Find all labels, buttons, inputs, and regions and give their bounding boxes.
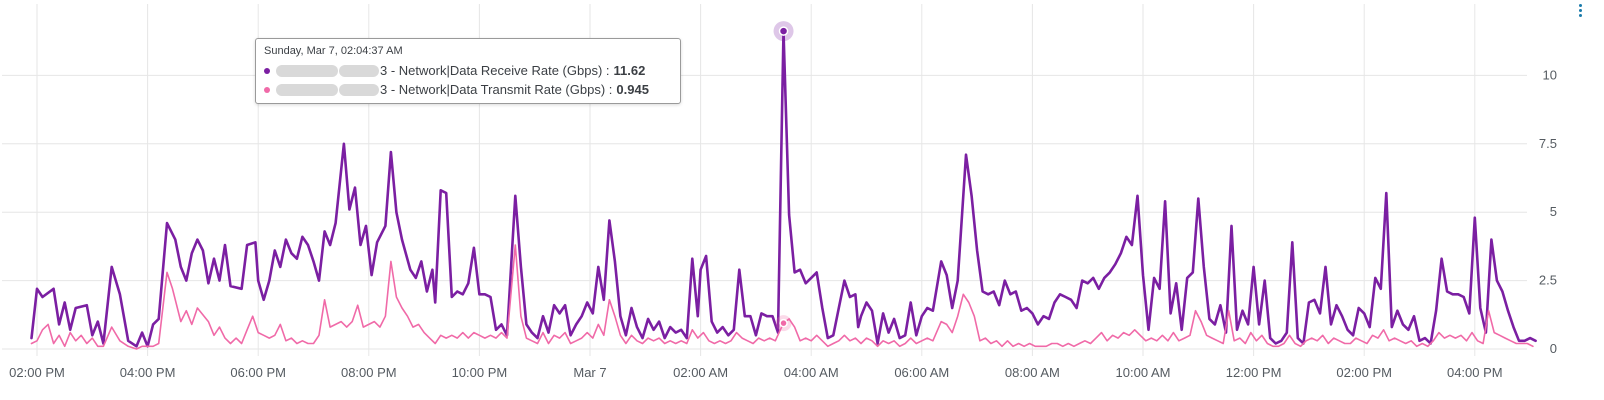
tooltip-date: Sunday, Mar 7, 02:04:37 AM bbox=[264, 45, 403, 57]
x-tick-label: 04:00 PM bbox=[120, 365, 176, 380]
x-tick-label: 12:00 PM bbox=[1226, 365, 1282, 380]
kebab-menu-icon[interactable] bbox=[1573, 2, 1587, 24]
series-layer bbox=[30, 29, 1537, 350]
redacted-hostname bbox=[339, 64, 379, 77]
y-tick-label: 2.5 bbox=[1539, 273, 1557, 288]
x-tick-label: 02:00 AM bbox=[673, 365, 728, 380]
y-tick-label: 7.5 bbox=[1539, 136, 1557, 151]
y-tick-label: 10 bbox=[1543, 67, 1557, 82]
series-line-receive bbox=[30, 29, 1537, 348]
x-tick-label: 06:00 AM bbox=[894, 365, 949, 380]
redacted-hostname bbox=[276, 83, 338, 96]
x-tick-label: 04:00 PM bbox=[1447, 365, 1503, 380]
hover-point-receive bbox=[778, 26, 789, 36]
x-tick-label: 08:00 AM bbox=[1005, 365, 1060, 380]
x-tick-label: 02:00 PM bbox=[1336, 365, 1392, 380]
highlight-layer bbox=[773, 21, 794, 332]
y-axis-ticks: 0 2.5 5 7.5 10 bbox=[1539, 67, 1557, 356]
x-tick-label: 02:00 PM bbox=[9, 365, 65, 380]
x-tick-label: 10:00 AM bbox=[1116, 365, 1171, 380]
x-tick-label: Mar 7 bbox=[573, 365, 606, 380]
tooltip-receive-label: 3 - Network|Data Receive Rate (Gbps) : bbox=[380, 63, 610, 78]
x-tick-label: 10:00 PM bbox=[452, 365, 508, 380]
tooltip-transmit-value: 0.945 bbox=[616, 82, 649, 97]
chart-tooltip: Sunday, Mar 7, 02:04:37 AM 3 - Network|D… bbox=[255, 38, 681, 104]
transmit-series-dot bbox=[264, 86, 270, 93]
redacted-hostname bbox=[276, 64, 338, 77]
tooltip-row-transmit: 3 - Network|Data Transmit Rate (Gbps) : … bbox=[264, 80, 680, 99]
hover-point-transmit bbox=[779, 318, 788, 328]
grid-layer bbox=[2, 4, 1527, 356]
receive-series-dot bbox=[264, 67, 270, 74]
y-tick-label: 5 bbox=[1550, 204, 1557, 219]
tooltip-receive-value: 11.62 bbox=[613, 63, 646, 78]
x-axis-ticks: 02:00 PM 04:00 PM 06:00 PM 08:00 PM 10:00 PM… bbox=[9, 365, 1502, 380]
series-line-transmit bbox=[30, 244, 1534, 350]
x-tick-label: 04:00 AM bbox=[784, 365, 839, 380]
tooltip-row-receive: 3 - Network|Data Receive Rate (Gbps) : 1… bbox=[264, 61, 680, 80]
redacted-hostname bbox=[339, 83, 379, 96]
x-tick-label: 06:00 PM bbox=[230, 365, 286, 380]
y-tick-label: 0 bbox=[1550, 341, 1557, 356]
x-tick-label: 08:00 PM bbox=[341, 365, 397, 380]
tooltip-transmit-label: 3 - Network|Data Transmit Rate (Gbps) : bbox=[380, 82, 613, 97]
